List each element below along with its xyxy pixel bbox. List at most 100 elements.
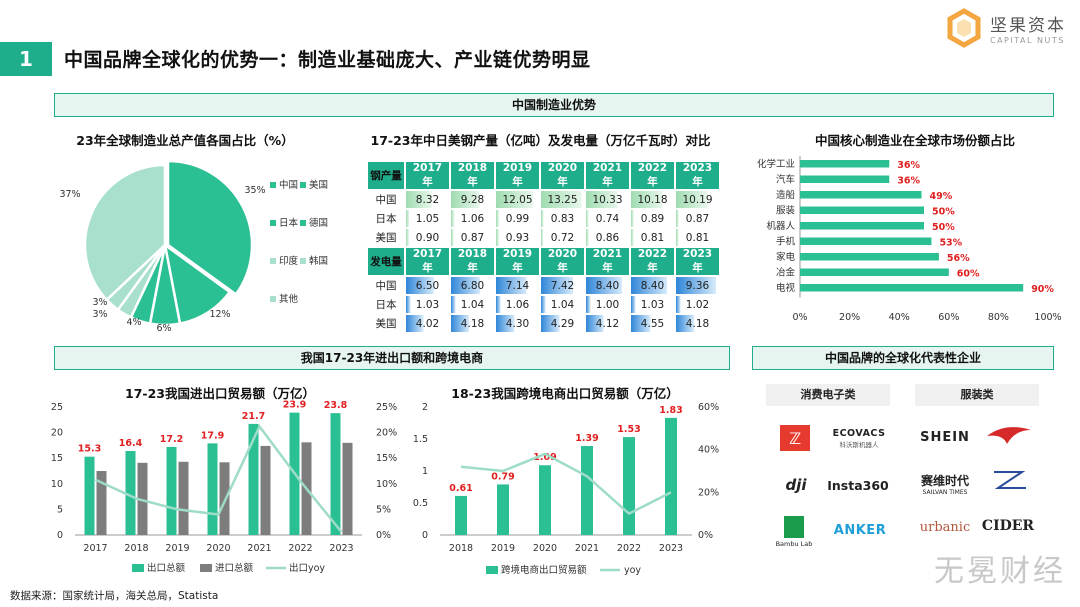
power-value-cell: 1.03 [406,296,449,313]
dji-logo: dji [785,476,807,494]
legend-label: 美国 [309,179,328,191]
legend-label: 跨境电商出口贸易额 [501,564,587,576]
y-tick-label: 0.5 [413,498,428,509]
logo-text-cn: 坚果资本 [990,16,1066,36]
category-label: 化学工业 [757,158,795,170]
export-value-label: 23.8 [324,400,348,411]
x-tick-label: 20% [839,312,860,323]
export-yoy-line [94,424,343,533]
steel-value-cell: 0.89 [631,210,674,227]
power-value-cell: 1.04 [451,296,494,313]
legend-swatch-export [132,564,144,572]
legend-label: 进口总额 [215,562,254,574]
market-share-bar [800,191,922,199]
y2-tick-label: 60% [698,402,719,413]
market-share-value-label: 56% [947,253,970,264]
market-share-value-label: 53% [939,238,962,249]
import-bar [342,442,353,535]
x-tick-label: 2021 [247,543,271,554]
market-share-value-label: 60% [957,269,980,280]
export-value-label: 21.7 [242,411,265,422]
power-header-cell: 2023年 [676,248,719,275]
category-label: 手机 [776,236,796,248]
power-value-cell: 1.00 [586,296,629,313]
sailvan-logo: 赛维时代 SAILVAN TIMES [916,472,974,496]
steel-value-cell: 1.06 [451,210,494,227]
power-row-label: 美国 [375,318,397,330]
power-value-cell: 9.36 [676,277,719,294]
section-number-badge: 1 [0,42,52,76]
power-value-cell: 1.02 [676,296,719,313]
steel-value-cell: 10.19 [676,191,719,208]
pie-value-label: 3% [92,297,107,308]
market-share-chart: 化学工业 36% 汽车 36% 造船 49% 服装 50% 机器人 50% 手机 53% 家电 56% 冶金… [757,156,1062,323]
power-header-cell: 2018年 [451,248,494,275]
y-tick-label: 1.5 [413,434,428,445]
x-tick-label: 2020 [206,543,230,554]
legend-swatch [270,258,276,264]
power-row-label: 中国 [375,280,397,292]
y2-tick-label: 10% [376,479,397,490]
x-tick-label: 2018 [124,543,148,554]
ecommerce-bar [623,437,635,535]
ecommerce-bar [455,495,467,535]
pie-value-label: 12% [209,309,230,320]
ecovacs-name: ECOVACS [832,427,886,439]
import-bar [260,445,271,535]
y2-tick-label: 15% [376,453,397,464]
steel-value-cell: 1.05 [406,210,449,227]
steel-header-cell: 2019年 [496,162,539,189]
legend-swatch [270,182,276,188]
y2-tick-label: 20% [376,428,397,439]
logo-text-en: CAPITAL NUTS [990,36,1065,45]
power-value-cell: 6.50 [406,277,449,294]
steel-value-cell: 9.28 [451,191,494,208]
z-brand-logo-icon [994,471,1026,489]
steel-row-label: 中国 [375,194,397,206]
ecommerce-bar [581,446,593,535]
section-bar-manufacturing: 中国制造业优势 [54,93,1054,117]
steel-header-cell: 2021年 [586,162,629,189]
market-share-bar [800,284,1024,292]
market-share-bar [800,253,939,261]
power-value-cell: 7.42 [541,277,584,294]
ecommerce-value-label: 1.09 [533,452,556,463]
legend-label: 其他 [279,293,299,305]
y-tick-label: 2 [422,402,428,413]
x-tick-label: 2017 [83,543,107,554]
y-tick-label: 0 [422,530,428,541]
export-value-label: 23.9 [283,400,306,411]
export-value-label: 16.4 [119,438,143,449]
steel-value-cell: 12.05 [496,191,539,208]
legend-swatch-ecommerce [486,566,498,574]
x-tick-label: 2020 [533,543,557,554]
bambu-lab-icon [784,516,804,538]
legend-label: 日本 [279,217,299,229]
shein-logo: SHEIN [920,429,970,445]
y2-tick-label: 0% [376,530,391,541]
ecovacs-subname: 科沃斯机器人 [839,440,879,449]
table-title: 17-23年中日美钢产量（亿吨）及发电量（万亿千瓦时）对比 [370,133,711,148]
market-share-bar [800,268,949,276]
export-bar [207,443,218,535]
export-bar [84,456,95,535]
legend-swatch [270,220,276,226]
pie-chart-title: 23年全球制造业总产值各国占比（%） [76,133,294,148]
y-tick-label: 15 [51,453,63,464]
steel-value-cell: 0.74 [586,210,629,227]
ecommerce-bar [539,465,551,535]
legend-label: 韩国 [309,255,328,267]
ecommerce-yoy-line [460,452,672,516]
category-label: 造船 [776,189,796,201]
steel-row-label: 日本 [375,213,397,225]
legend-swatch [300,220,306,226]
export-value-label: 15.3 [78,444,101,455]
power-value-cell: 4.02 [406,315,449,332]
y-tick-label: 25 [51,402,63,413]
anta-logo-icon [987,427,1031,444]
power-value-cell: 4.55 [631,315,674,332]
power-value-cell: 1.04 [541,296,584,313]
y2-tick-label: 20% [698,487,719,498]
export-value-label: 17.9 [201,430,224,441]
y2-tick-label: 5% [376,504,391,515]
